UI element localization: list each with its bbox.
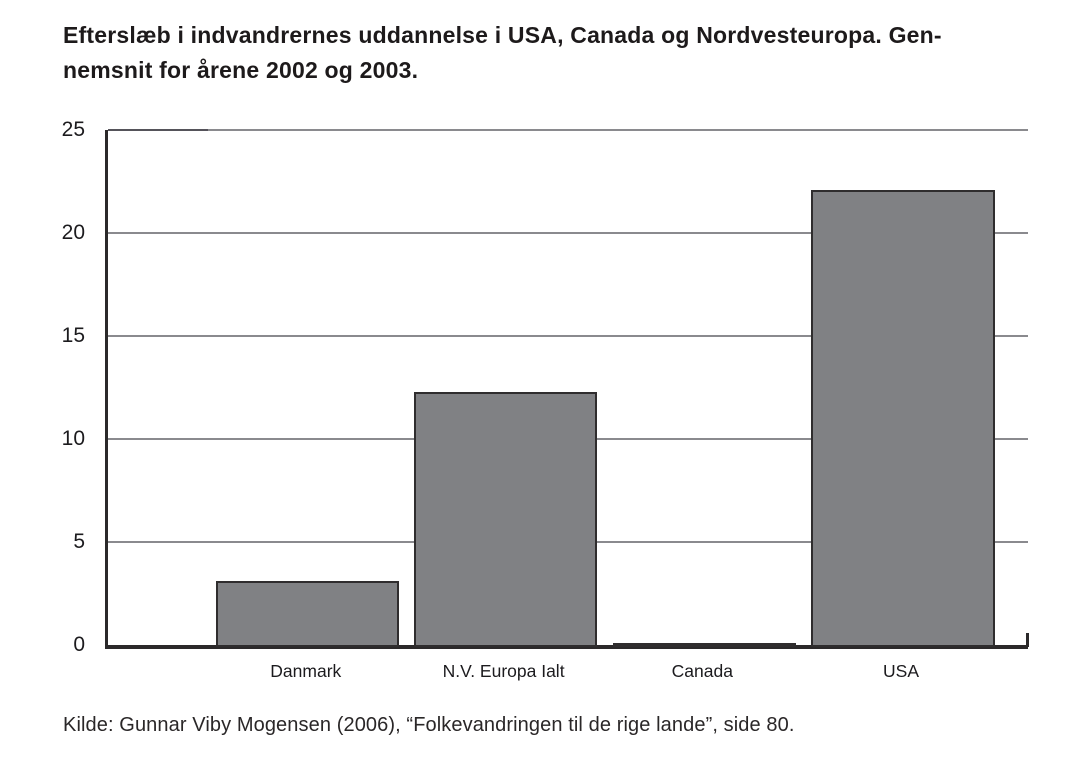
- gridline-25: [108, 129, 1028, 131]
- gridline-dark-segment: [108, 129, 208, 131]
- y-tick-label-15: 15: [61, 324, 85, 347]
- bar-danmark: [216, 581, 400, 647]
- y-tick-label-5: 5: [73, 530, 85, 553]
- figure-title-line-1: Efterslæb i indvandrernes uddannelse i U…: [63, 22, 942, 48]
- bar-chart-plot-area: 0 5 10 15 20 25 Danmark N.V. Europa Ialt Canada U…: [62, 118, 1029, 681]
- figure-title: Efterslæb i indvandrernes uddannelse i U…: [63, 18, 1023, 88]
- y-tick-label-25: 25: [61, 118, 85, 141]
- bar-n-v-europa-ialt: [413, 391, 598, 647]
- gridline-20: [108, 232, 1028, 234]
- figure-title-line-2: nemsnit for årene 2002 og 2003.: [63, 57, 419, 83]
- y-tick-label-20: 20: [61, 221, 85, 244]
- x-tick-label-canada: Canada: [671, 661, 733, 681]
- gridline-15: [108, 335, 1028, 337]
- y-tick-label-0: 0: [73, 633, 85, 656]
- x-tick-label-n-v-europa-ialt: N.V. Europa Ialt: [442, 661, 565, 681]
- x-tick-label-usa: USA: [883, 661, 920, 681]
- y-tick-label-10: 10: [61, 427, 85, 450]
- x-tick-label-danmark: Danmark: [270, 661, 342, 681]
- source-citation: Kilde: Gunnar Viby Mogensen (2006), “Fol…: [63, 714, 795, 736]
- bar-usa: [811, 189, 995, 647]
- bar-canada: [612, 643, 796, 647]
- x-axis-end-tick: [1026, 633, 1029, 647]
